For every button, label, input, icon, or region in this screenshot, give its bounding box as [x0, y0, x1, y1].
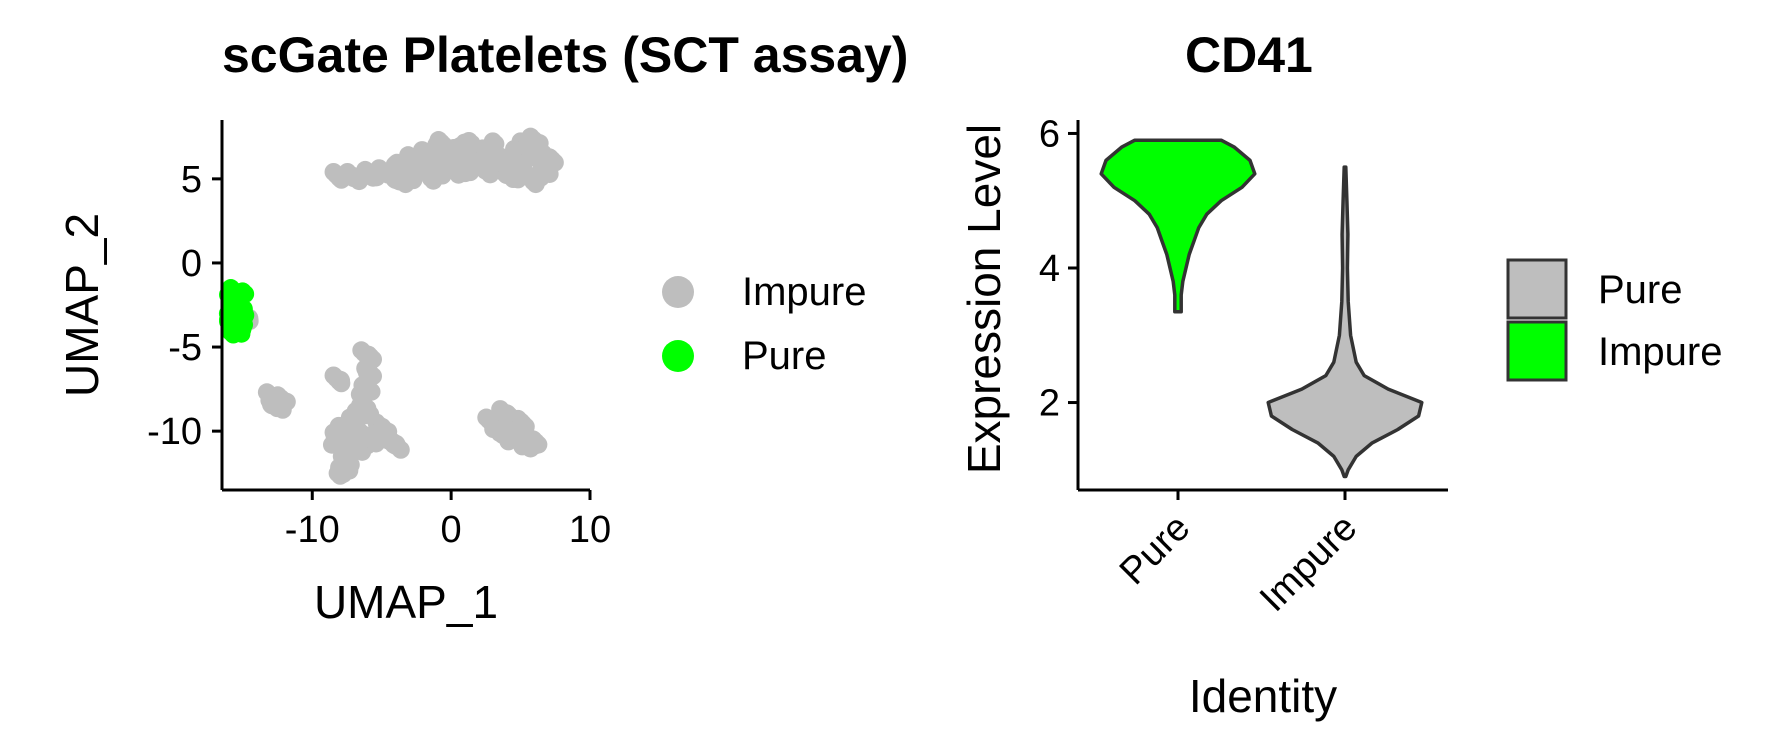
- scatter-point: [529, 436, 547, 454]
- scatter-point: [486, 135, 504, 153]
- violin-pure: [1101, 140, 1255, 312]
- scatter-point: [331, 432, 349, 450]
- scatter-point: [514, 418, 532, 436]
- scatter-point: [332, 374, 350, 392]
- legend-swatch-impure: [662, 276, 694, 308]
- cluster-impure-0: [325, 128, 564, 193]
- violin-y-tick-label: 6: [1039, 113, 1060, 155]
- cluster-impure-2: [323, 341, 410, 485]
- violin-x-axis-title: Identity: [1189, 670, 1337, 722]
- legend-label-pure: Pure: [1598, 268, 1683, 312]
- scatter-point: [541, 165, 559, 183]
- violin-x-tick-label-pure: Pure: [1112, 507, 1198, 593]
- legend-swatch-pure: [1508, 260, 1566, 318]
- cluster-pure-5: [219, 279, 254, 343]
- umap-y-tick-label: 0: [181, 243, 202, 285]
- umap-y-axis-title: UMAP_2: [56, 213, 108, 397]
- legend-swatch-impure: [1508, 322, 1566, 380]
- scatter-point: [355, 344, 373, 362]
- scatter-point: [335, 452, 353, 470]
- cluster-impure-3: [477, 400, 547, 457]
- scatter-point: [271, 389, 289, 407]
- scatter-point: [356, 379, 374, 397]
- umap-x-tick-label: 10: [569, 509, 611, 551]
- umap-x-axis-title: UMAP_1: [314, 576, 498, 628]
- umap-x-tick-label: -10: [285, 509, 340, 551]
- umap-legend: Impure Pure: [662, 270, 867, 378]
- scatter-point: [505, 140, 523, 158]
- scatter-point: [227, 300, 245, 318]
- scatter-point: [498, 166, 516, 184]
- umap-scatter-panel: -10 0 10 5 0 -5 -10 UMAP_1 UMAP_2 Impure Pure: [56, 120, 867, 628]
- scatter-point: [410, 158, 428, 176]
- scatter-point: [392, 441, 410, 459]
- violin-y-tick-label: 2: [1039, 383, 1060, 425]
- scatter-point: [341, 166, 359, 184]
- legend-label-impure: Impure: [742, 270, 867, 314]
- scatter-point: [484, 420, 502, 438]
- scatter-point: [350, 408, 368, 426]
- legend-label-pure: Pure: [742, 334, 827, 378]
- umap-y-tick-label: -5: [168, 327, 202, 369]
- violin-y-tick-label: 4: [1039, 248, 1060, 290]
- scatter-point: [435, 136, 453, 154]
- legend-swatch-pure: [662, 340, 694, 372]
- umap-x-tick-label: 0: [441, 509, 462, 551]
- title-left: scGate Platelets (SCT assay): [222, 27, 908, 83]
- umap-y-tick-label: -10: [147, 411, 202, 453]
- scatter-point: [453, 140, 471, 158]
- cd41-violin-panel: 2 4 6 Pure Impure Identity Expression Level Pur…: [958, 113, 1723, 722]
- violin-legend: Pure Impure: [1508, 260, 1723, 380]
- umap-y-tick-label: 5: [181, 159, 202, 201]
- legend-label-impure: Impure: [1598, 330, 1723, 374]
- violin-x-tick-label-impure: Impure: [1252, 507, 1365, 620]
- title-right: CD41: [1185, 27, 1313, 83]
- cluster-impure-1: [258, 383, 296, 419]
- scatter-point: [390, 172, 408, 190]
- violin-y-axis-title: Expression Level: [958, 124, 1010, 474]
- violin-impure: [1268, 167, 1422, 476]
